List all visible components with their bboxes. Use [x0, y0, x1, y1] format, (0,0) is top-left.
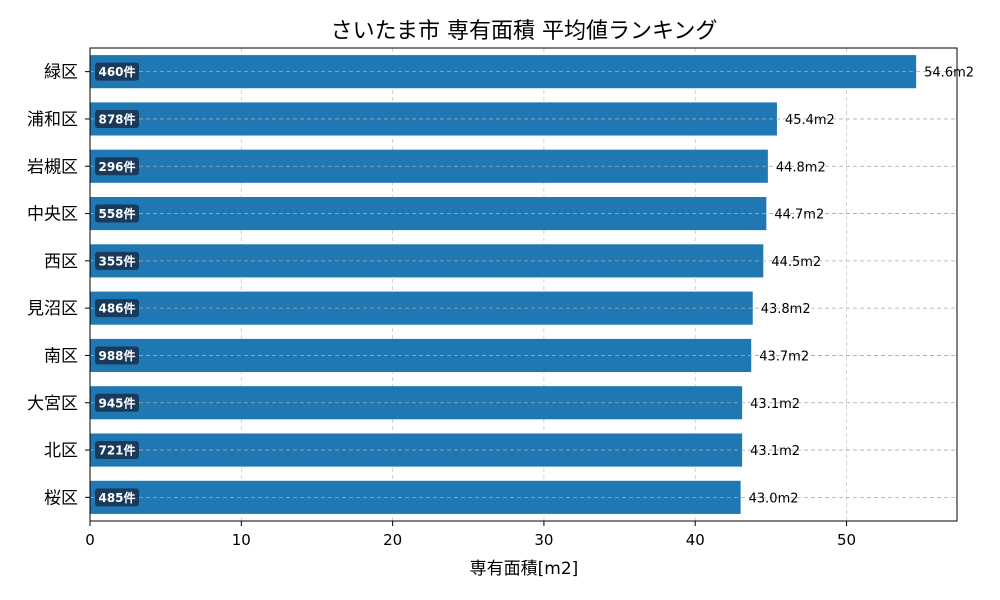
chart-title: さいたま市 専有面積 平均値ランキング [331, 19, 718, 44]
count-label: 486件 [98, 301, 135, 316]
value-label: 43.8m2 [761, 302, 811, 317]
count-badge [95, 488, 139, 507]
count-label: 355件 [98, 253, 135, 268]
count-badge [95, 251, 139, 270]
value-label: 43.7m2 [759, 349, 809, 364]
category-label: 西区 [44, 252, 78, 272]
x-tick-label: 0 [85, 531, 95, 549]
x-axis-ticks: 0 10 20 30 40 50 [85, 521, 856, 549]
category-label: 南区 [44, 346, 78, 366]
category-label: 中央区 [27, 205, 78, 225]
category-label: 桜区 [44, 488, 78, 508]
category-label: 岩槻区 [27, 157, 78, 177]
count-badge [95, 157, 139, 176]
count-label: 878件 [98, 111, 135, 126]
value-label: 44.7m2 [774, 208, 824, 223]
x-tick-label: 50 [837, 531, 856, 549]
x-axis-label: 専有面積[m2] [470, 559, 579, 579]
category-label: 緑区 [44, 63, 78, 83]
value-label: 43.1m2 [750, 397, 800, 412]
horizontal-grid-lines [90, 71, 957, 498]
count-label: 945件 [98, 395, 135, 410]
value-label: 43.0m2 [749, 491, 799, 506]
category-label: 浦和区 [27, 110, 78, 130]
count-label: 558件 [98, 206, 135, 221]
x-tick-label: 10 [232, 531, 251, 549]
count-badge [95, 299, 139, 318]
category-label: 見沼区 [27, 299, 78, 319]
value-label: 54.6m2 [924, 66, 974, 81]
count-badge [95, 393, 139, 412]
x-tick-label: 20 [383, 531, 402, 549]
count-badge [95, 204, 139, 223]
x-tick-label: 30 [534, 531, 553, 549]
plot-frame [89, 47, 958, 522]
count-badge [95, 109, 139, 128]
category-label: 大宮区 [27, 394, 78, 414]
value-label: 44.5m2 [771, 255, 821, 270]
count-badge [95, 62, 139, 81]
category-label: 北区 [44, 441, 78, 461]
count-label: 988件 [98, 348, 135, 363]
count-badge [95, 441, 139, 460]
count-label: 485件 [98, 490, 135, 505]
count-label: 296件 [98, 159, 135, 174]
x-tick-label: 40 [686, 531, 705, 549]
value-label: 43.1m2 [750, 444, 800, 459]
count-badge [95, 346, 139, 365]
count-label: 721件 [98, 443, 135, 458]
labels-group: 460件 54.6m2 878件 45.4m2 296件 44.8m2 558件 44.7m2… [95, 62, 974, 507]
value-label: 44.8m2 [776, 160, 826, 175]
count-label: 460件 [98, 64, 135, 79]
value-label: 45.4m2 [785, 113, 835, 128]
